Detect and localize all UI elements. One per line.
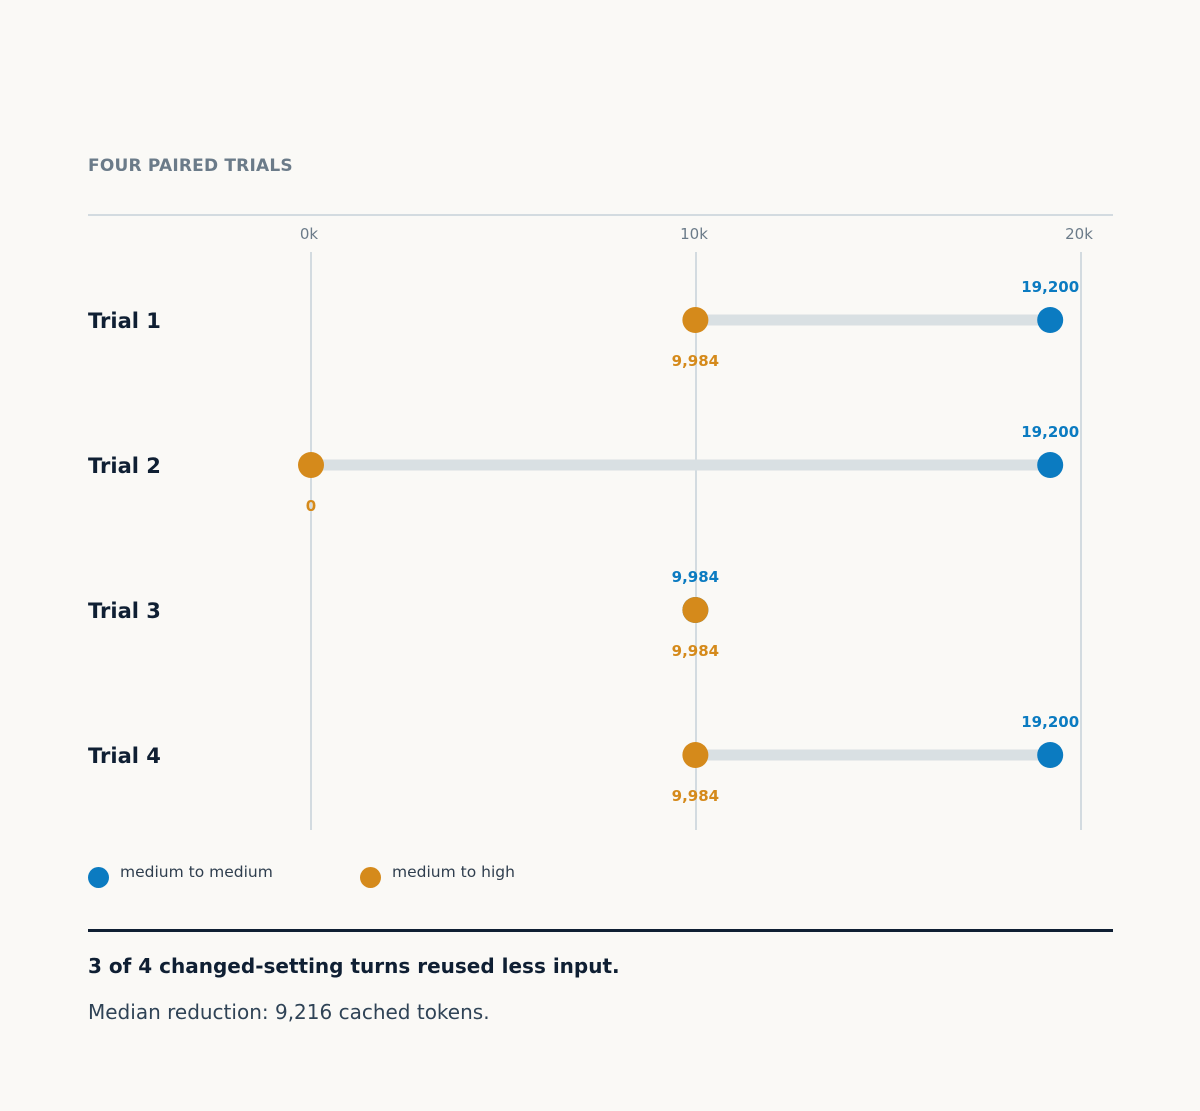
row-label: Trial 4 — [88, 744, 161, 768]
data-label-medium-to-medium: 19,200 — [1021, 713, 1079, 731]
data-label-medium-to-medium: 19,200 — [1021, 423, 1079, 441]
circle-swatch-icon — [360, 867, 381, 888]
data-label-medium-to-high: 0 — [306, 497, 316, 515]
point-medium-to-high — [682, 597, 709, 623]
row-label: Trial 1 — [88, 309, 161, 333]
summary-divider — [88, 929, 1113, 932]
point-medium-to-medium — [1037, 742, 1064, 768]
data-label-medium-to-high: 9,984 — [672, 352, 719, 370]
row-label: Trial 2 — [88, 454, 161, 478]
data-label-medium-to-medium: 9,984 — [672, 568, 719, 586]
summary-takeaway: 3 of 4 changed-setting turns reused less… — [88, 954, 620, 978]
x-tick-label: 10k — [680, 225, 708, 243]
legend-label: medium to medium — [120, 863, 273, 881]
point-medium-to-high — [682, 307, 709, 333]
data-label-medium-to-high: 9,984 — [672, 642, 719, 660]
data-label-medium-to-medium: 19,200 — [1021, 278, 1079, 296]
legend-label: medium to high — [392, 863, 515, 881]
dumbbell-chart: 0k 10k 20k Trial 1 19,200 9,984 Trial 2 19,200 0… — [88, 214, 1113, 830]
row-label: Trial 3 — [88, 599, 161, 623]
point-medium-to-medium — [1037, 307, 1064, 333]
section-title: FOUR PAIRED TRIALS — [88, 156, 293, 176]
x-tick-label: 0k — [300, 225, 319, 243]
point-medium-to-medium — [1037, 452, 1064, 478]
point-medium-to-high — [682, 742, 709, 768]
circle-swatch-icon — [88, 867, 109, 888]
summary-note: Median reduction: 9,216 cached tokens. — [88, 1000, 490, 1024]
point-medium-to-high — [298, 452, 324, 478]
x-tick-label: 20k — [1065, 225, 1093, 243]
data-label-medium-to-high: 9,984 — [672, 787, 719, 805]
